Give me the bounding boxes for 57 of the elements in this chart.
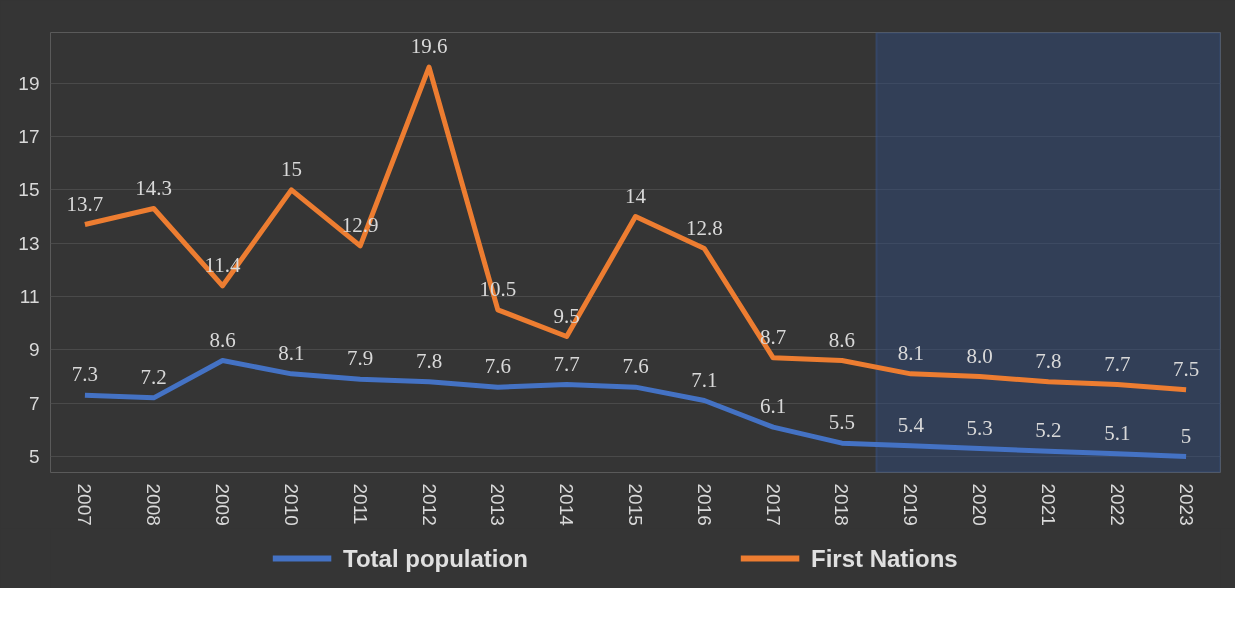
legend-label: First Nations	[811, 545, 958, 572]
x-tick-label: 2016	[693, 483, 715, 526]
data-label: 7.8	[1035, 348, 1062, 373]
data-label: 12.8	[685, 215, 723, 240]
x-tick-label: 2020	[969, 483, 991, 526]
data-label: 5.5	[828, 410, 856, 435]
x-tick-label: 2022	[1106, 483, 1128, 526]
data-label: 5.3	[966, 415, 993, 440]
x-tick-label: 2008	[143, 483, 165, 526]
data-label: 8.6	[828, 327, 856, 352]
data-label: 13.7	[66, 191, 104, 216]
y-tick-label: 11	[19, 286, 40, 307]
x-tick-label: 2010	[280, 483, 302, 526]
x-tick-label: 2009	[212, 483, 234, 526]
data-label: 15	[280, 156, 302, 181]
data-label: 5	[1180, 423, 1192, 448]
data-label: 8.6	[209, 327, 236, 352]
data-label: 19.6	[410, 34, 448, 59]
x-tick-label: 2015	[625, 483, 646, 526]
data-label: 7.9	[347, 346, 374, 371]
data-label: 7.2	[140, 364, 167, 389]
data-label: 7.6	[484, 354, 511, 379]
data-label: 6.1	[760, 394, 787, 419]
data-label: 8.0	[966, 343, 993, 368]
data-label: 8.1	[897, 340, 924, 365]
data-label: 7.3	[71, 362, 99, 387]
data-label: 7.7	[553, 351, 580, 376]
x-tick-label: 2019	[900, 483, 922, 526]
data-label: 14	[625, 183, 647, 208]
x-tick-label: 2007	[74, 483, 96, 526]
x-tick-label: 2017	[762, 483, 784, 526]
y-tick-label: 5	[28, 446, 40, 467]
data-label: 7.6	[622, 354, 649, 379]
x-tick-label: 2021	[1037, 483, 1059, 526]
x-tick-label: 2023	[1175, 483, 1197, 526]
data-label: 14.3	[135, 175, 173, 200]
x-tick-label: 2018	[831, 483, 853, 526]
data-label: 7.8	[415, 348, 443, 373]
data-label: 8.7	[760, 324, 787, 349]
x-tick-label: 2011	[349, 483, 371, 525]
data-label: 7.1	[691, 367, 718, 392]
data-label: 7.5	[1172, 356, 1200, 381]
y-tick-label: 9	[28, 339, 40, 361]
data-label: 5.1	[1104, 420, 1131, 445]
legend-label: Total population	[343, 545, 528, 572]
x-tick-label: 2012	[418, 483, 440, 526]
y-tick-label: 19	[18, 72, 40, 94]
data-label: 7.7	[1104, 351, 1131, 376]
x-tick-label: 2013	[487, 483, 509, 526]
data-label: 5.4	[897, 412, 925, 437]
data-label: 5.2	[1035, 418, 1062, 443]
data-label: 8.1	[278, 340, 305, 365]
y-tick-label: 13	[18, 232, 40, 254]
y-tick-label: 15	[18, 179, 40, 201]
y-tick-label: 7	[28, 392, 40, 414]
x-tick-label: 2014	[556, 483, 578, 527]
y-tick-label: 17	[18, 126, 40, 147]
